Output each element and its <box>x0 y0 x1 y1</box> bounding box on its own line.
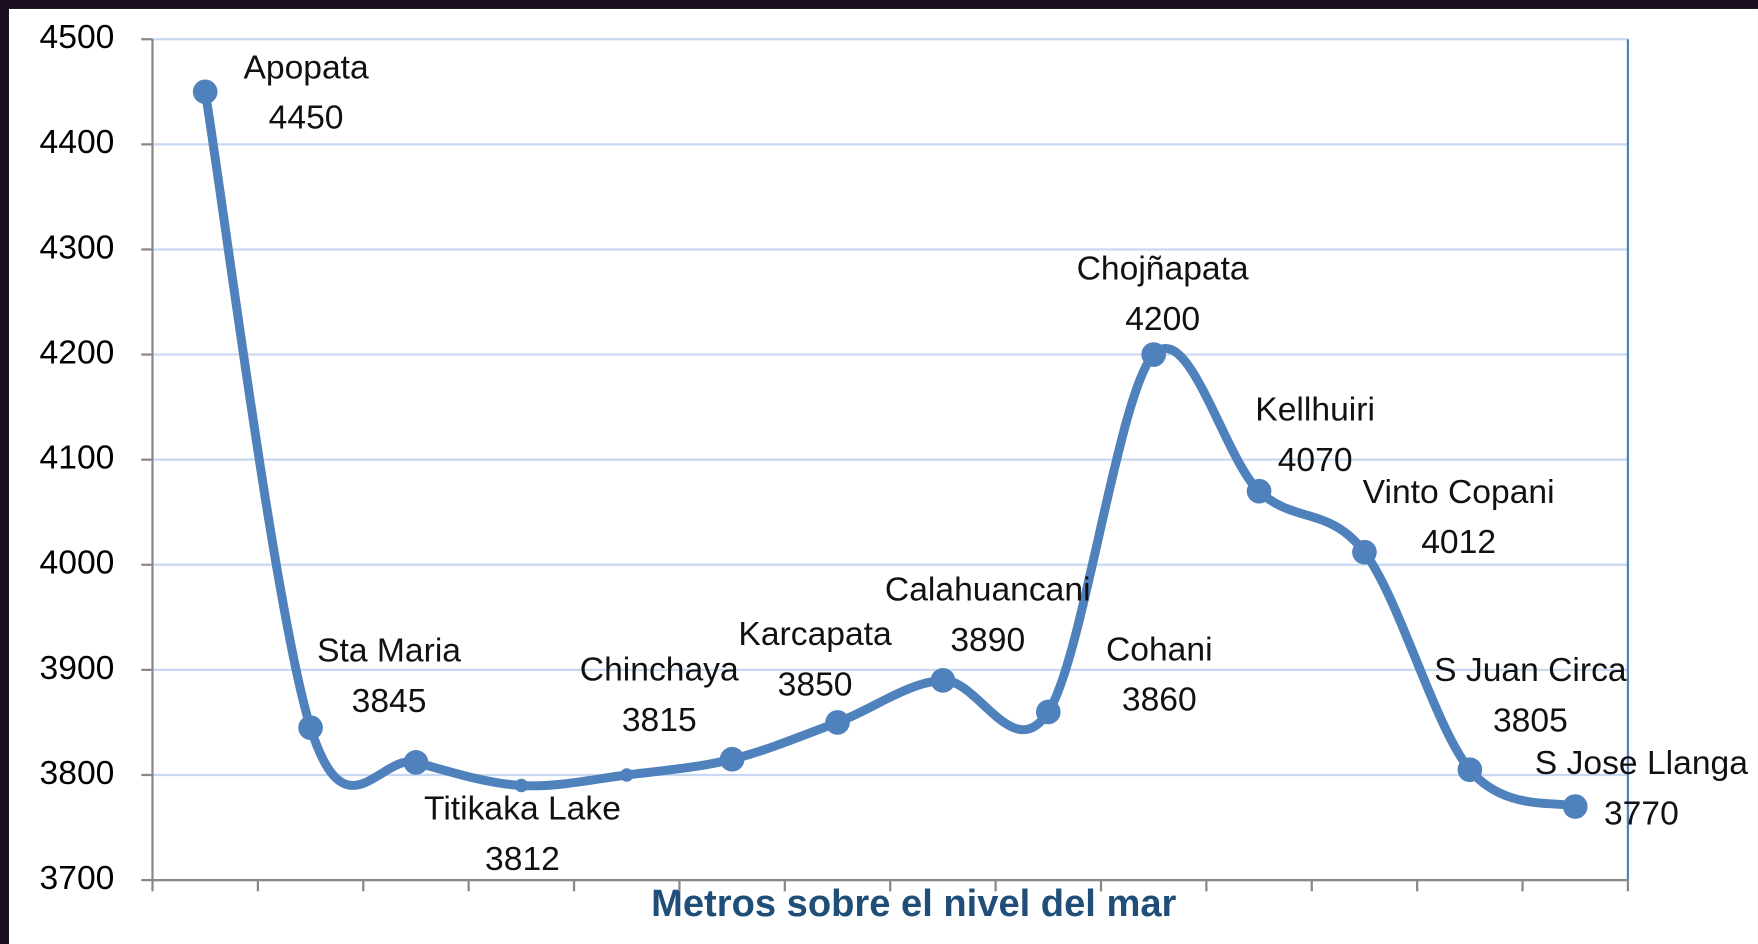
data-point <box>403 750 429 775</box>
data-point <box>1035 699 1061 725</box>
data-point <box>930 668 956 693</box>
data-point <box>1457 757 1483 783</box>
data-point <box>192 79 218 105</box>
data-label: 3845 <box>352 683 427 720</box>
point-name: Titikaka Lake <box>424 790 621 827</box>
data-label: 3860 <box>1122 682 1197 719</box>
y-tick-label: 3700 <box>40 860 115 897</box>
data-label: 4450 <box>269 100 344 137</box>
data-label: 4012 <box>1421 524 1496 561</box>
data-point <box>1246 478 1272 504</box>
point-name: Chinchaya <box>580 652 739 689</box>
y-tick-label: 3900 <box>40 650 115 687</box>
data-label: 3850 <box>778 666 853 703</box>
y-tick-label: 4400 <box>40 124 115 161</box>
point-name: Vinto Copani <box>1363 474 1555 511</box>
point-name: Calahuancani <box>885 572 1091 609</box>
data-point <box>298 715 323 741</box>
data-point <box>620 768 634 782</box>
y-tick-label: 4500 <box>40 19 115 56</box>
data-label: 4200 <box>1125 301 1200 338</box>
data-point <box>1562 794 1588 819</box>
point-name: Karcapata <box>738 616 892 653</box>
x-axis-title: Metros sobre el nivel del mar <box>651 883 1176 925</box>
data-label: 3770 <box>1604 795 1679 832</box>
chart-background <box>8 8 1758 944</box>
y-tick-label: 4200 <box>40 334 115 371</box>
point-name: S Jose Llanga <box>1535 745 1748 782</box>
data-point <box>1141 342 1167 367</box>
y-tick-label: 4000 <box>40 545 115 582</box>
data-point <box>1352 539 1377 565</box>
point-name: Kellhuiri <box>1255 391 1375 428</box>
data-point <box>719 746 745 772</box>
point-name: Cohani <box>1106 631 1213 668</box>
data-label: 3890 <box>950 622 1025 659</box>
y-tick-label: 4100 <box>40 440 115 477</box>
point-name: S Juan Circa <box>1434 652 1627 689</box>
data-label: 3805 <box>1493 703 1568 740</box>
data-point <box>825 710 850 735</box>
data-point <box>514 778 529 793</box>
y-tick-label: 3800 <box>40 755 115 792</box>
data-line <box>200 87 1580 812</box>
data-label: 3812 <box>485 841 560 878</box>
y-tick-label: 4300 <box>40 229 115 266</box>
point-name: Chojñapata <box>1077 250 1249 287</box>
data-label: 3815 <box>622 702 697 739</box>
point-name: Apopata <box>243 49 369 86</box>
point-name: Sta Maria <box>317 632 461 669</box>
data-label: 4070 <box>1278 442 1353 479</box>
